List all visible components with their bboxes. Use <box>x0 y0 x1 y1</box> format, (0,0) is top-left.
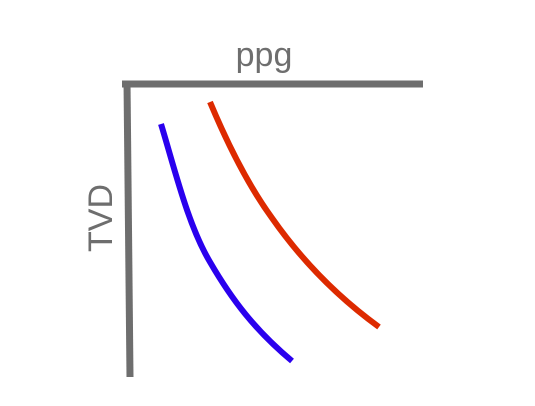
left-axis-line <box>123 80 134 378</box>
left-axis-label: TVD <box>82 184 120 252</box>
blue-curve <box>158 123 294 364</box>
top-axis-label: ppg <box>236 36 293 74</box>
red-curve <box>207 100 381 330</box>
